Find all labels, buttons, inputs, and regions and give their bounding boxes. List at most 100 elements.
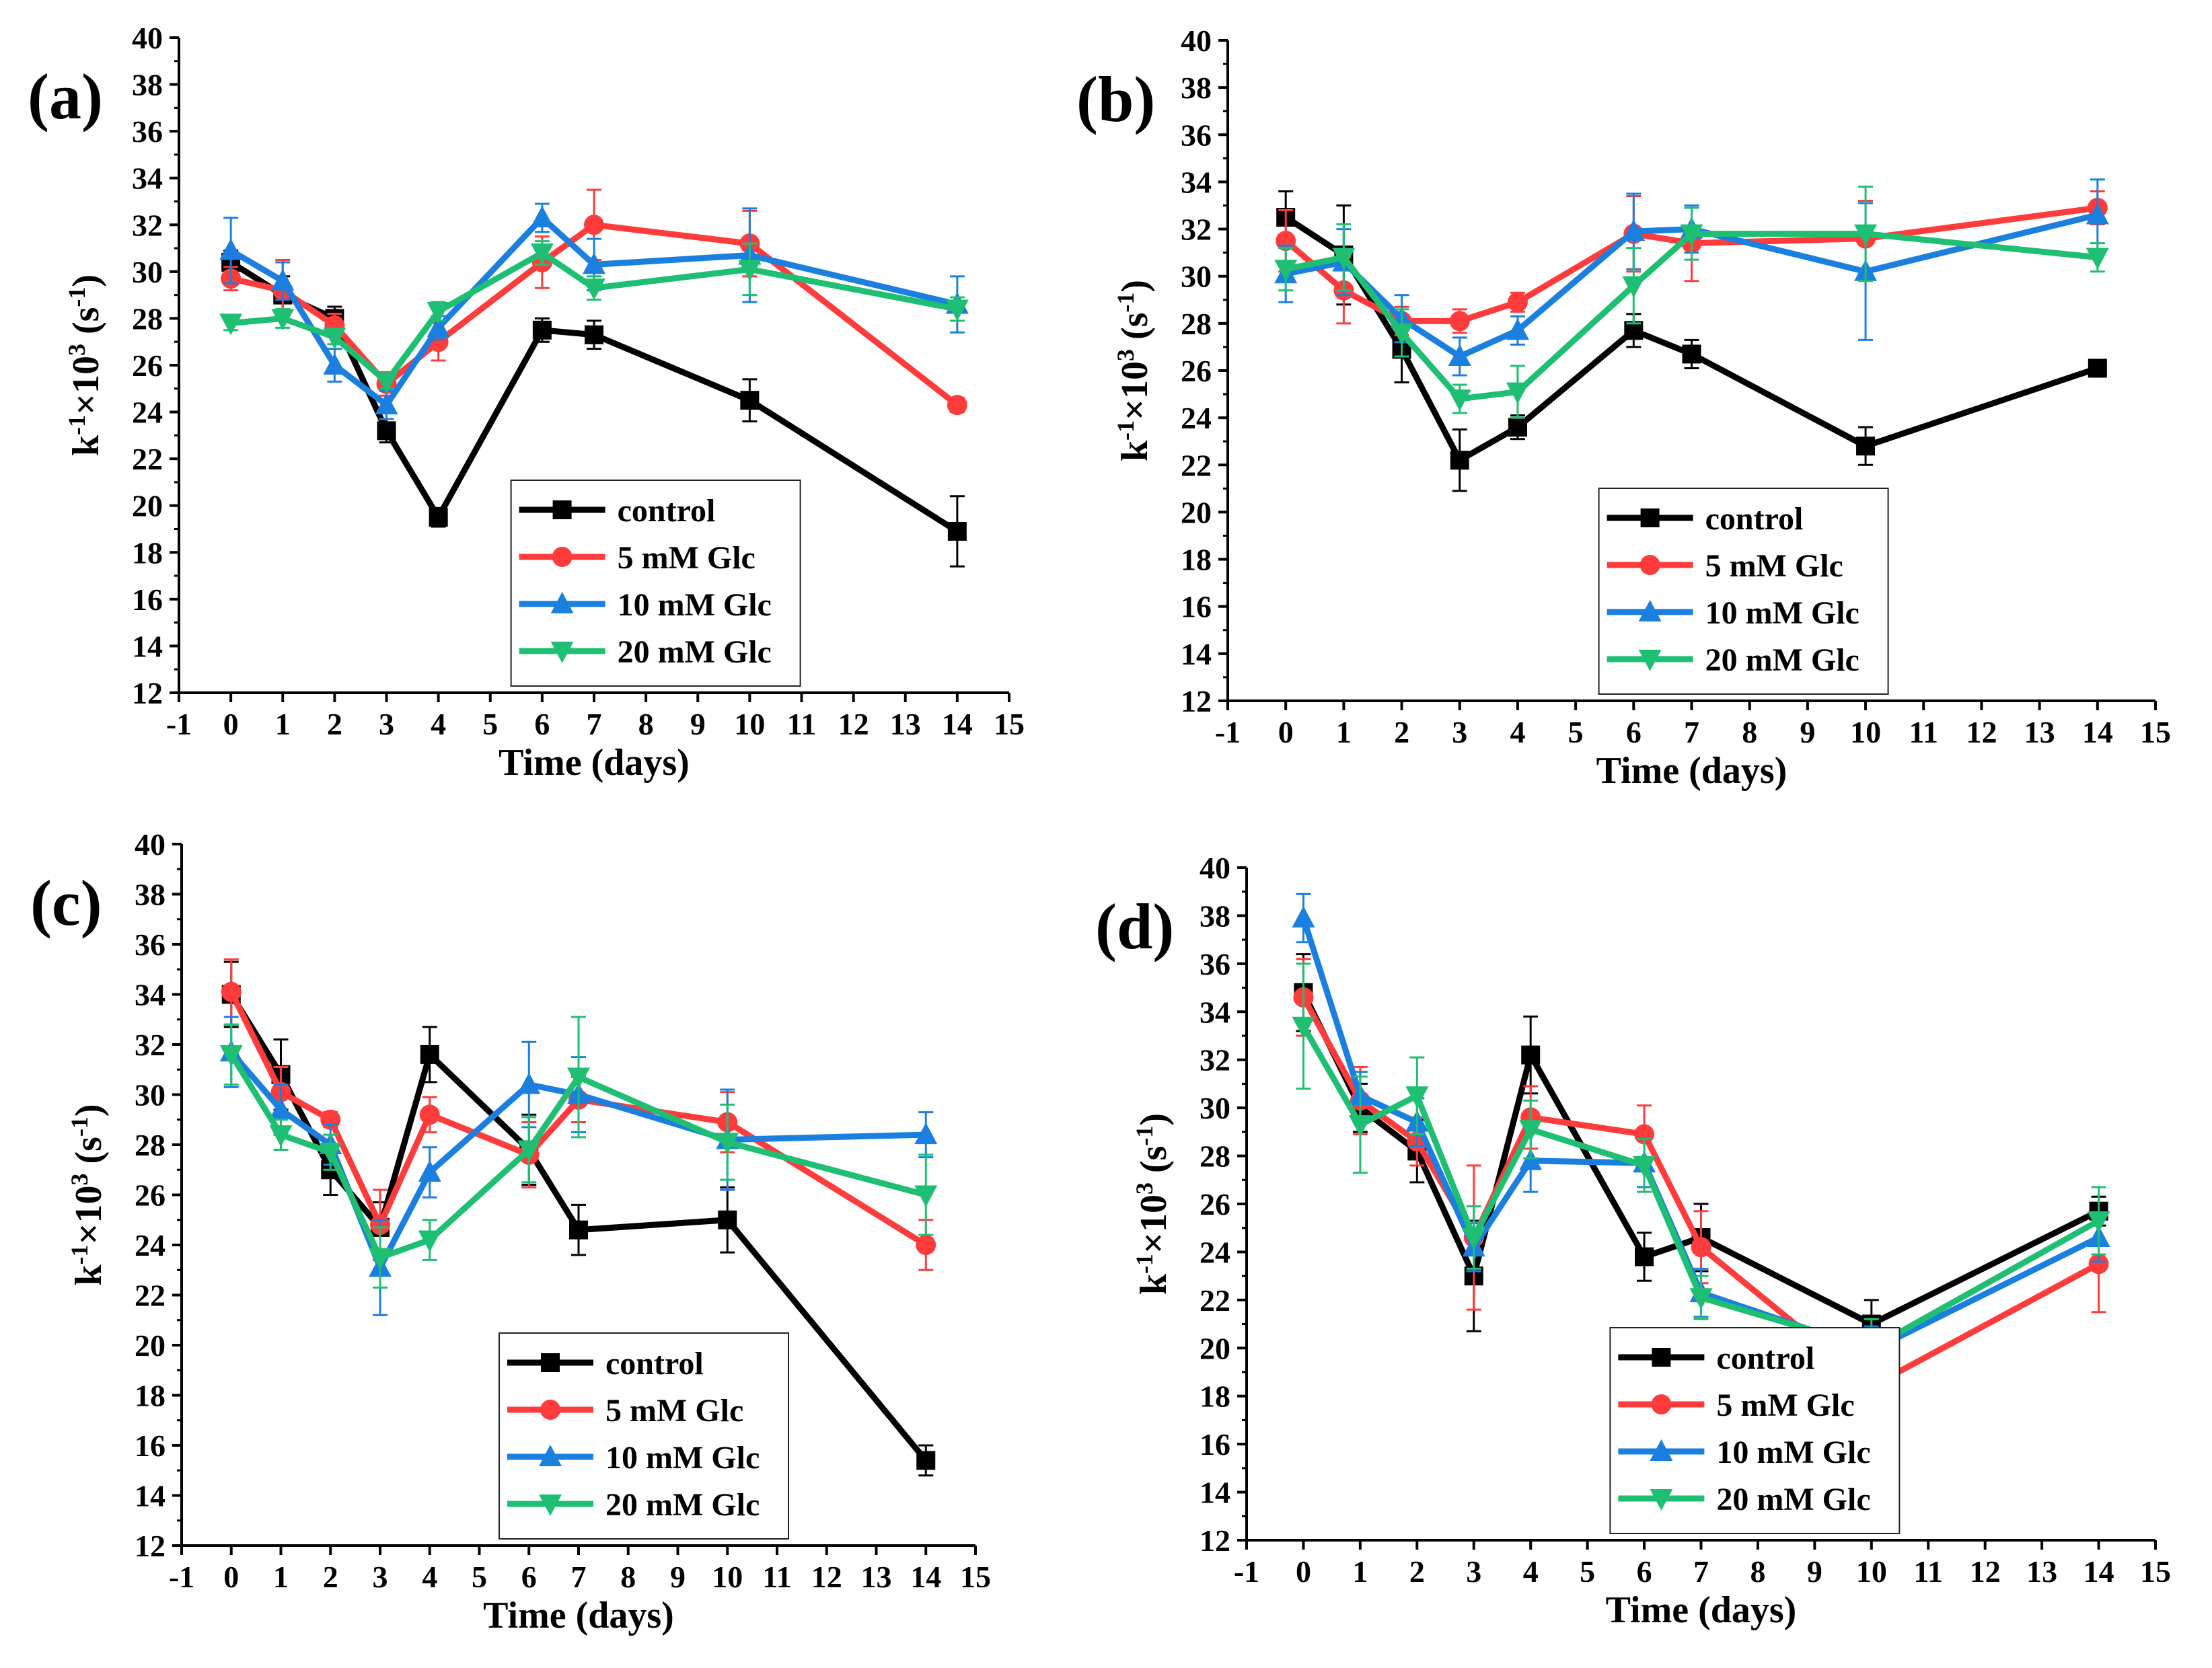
y-tick-label: 18 [1181,543,1212,577]
data-point [517,1072,541,1094]
legend-swatch-marker [550,642,574,663]
y-tick-label: 20 [132,489,163,523]
data-point [323,328,346,350]
y-tick-label: 16 [135,1429,165,1463]
legend-swatch-marker [552,547,573,567]
data-point [2086,202,2109,225]
data-point [323,353,346,375]
y-tick-label: 12 [132,676,163,710]
y-tick-label: 40 [1181,24,1212,58]
y-tick-label: 36 [1200,947,1230,981]
data-point [1682,344,1701,364]
data-point [947,395,967,416]
x-tick-label: 8 [620,1560,636,1594]
y-axis-label-part: (s [65,307,107,344]
x-tick-label: 7 [587,707,602,741]
legend-swatch-marker [1640,508,1660,527]
x-tick-label: 1 [273,1560,289,1594]
x-tick-label: 4 [1523,1554,1539,1589]
x-tick-label: 8 [1742,715,1757,749]
y-axis-label-superscript: -1 [66,1116,93,1137]
y-tick-label: 28 [132,301,163,336]
x-tick-label: 3 [1466,1554,1481,1589]
y-axis-label-part: k [1133,1273,1175,1295]
legend-entry: 10 mM Glc [1716,1435,1870,1470]
y-tick-label: 32 [1181,213,1212,247]
y-axis-label-part: k [1114,440,1156,461]
panel-label: (b) [1076,63,1155,135]
legend-swatch-marker [1651,1394,1672,1414]
data-point [947,521,967,541]
data-point [1348,1115,1372,1137]
legend-swatch-marker [1639,555,1660,575]
y-tick-label: 12 [1181,684,1212,718]
y-axis-label-superscript: -1 [1112,293,1139,313]
x-tick-label: 6 [534,707,550,741]
x-tick-label: 0 [1278,715,1294,749]
data-point [583,252,605,274]
x-tick-label: 3 [379,707,394,741]
x-tick-label: 11 [762,1560,791,1594]
data-point [1292,1016,1315,1038]
data-point [1332,248,1356,270]
legend-swatch-marker [1652,1348,1671,1367]
data-point [269,1125,293,1147]
data-point [1462,1228,1485,1250]
y-axis-label: k-1×103 (s-1) [66,1104,110,1285]
legend: control 5 mM Glc 10 mM Glc 20 mM Glc [510,480,801,687]
data-point [271,268,295,291]
y-tick-label: 40 [132,21,163,55]
data-point [418,1230,441,1252]
x-tick-label: 6 [1626,715,1642,749]
data-point [1691,1237,1711,1258]
data-point [718,1210,737,1229]
data-point [716,1133,739,1155]
x-tick-label: 15 [2140,715,2171,749]
y-tick-label: 18 [135,1379,165,1413]
y-tick-label: 36 [135,927,165,962]
x-tick-label: 7 [571,1560,587,1594]
y-axis-label-part: ×10 [1133,1195,1175,1254]
data-point [269,1097,293,1119]
y-axis-label: k-1×103 (s-1) [63,274,107,456]
y-axis-label-part: ) [68,1104,110,1116]
y-tick-label: 32 [132,208,163,242]
x-tick-label: 12 [838,707,869,741]
data-point [221,981,242,1002]
data-point [219,238,243,260]
y-axis-label-superscript: 3 [66,1174,93,1186]
legend-swatch-marker [552,500,572,519]
data-point [585,325,603,344]
data-point [319,1143,342,1165]
x-tick-label: 1 [1336,715,1352,749]
y-axis-label-part: ×10 [68,1186,110,1245]
y-tick-label: 26 [1181,354,1212,388]
data-point [738,260,762,282]
y-tick-label: 20 [1200,1331,1230,1365]
x-tick-label: 14 [942,707,973,741]
data-point [530,243,554,266]
y-tick-label: 14 [1200,1476,1230,1510]
x-tick-label: 10 [712,1560,743,1594]
x-tick-label: 3 [373,1560,388,1594]
x-tick-label: 7 [1693,1554,1709,1589]
data-point [1633,1155,1656,1178]
x-tick-label: 14 [2082,715,2113,749]
data-point [916,1235,936,1255]
y-axis-label-superscript: -1 [1112,420,1139,441]
legend-swatch-marker [1638,600,1662,621]
y-axis-label-part: (s [68,1137,110,1173]
x-tick-label: -1 [1215,715,1241,749]
legend-entry: 10 mM Glc [1705,595,1859,631]
x-tick-label: -1 [1234,1554,1259,1589]
data-point [1506,318,1529,340]
x-tick-label: 5 [1568,715,1584,749]
data-point [420,1045,439,1064]
y-axis-label-part: k [68,1264,110,1286]
legend: control 5 mM Glc 10 mM Glc 20 mM Glc [499,1332,789,1540]
x-tick-label: 15 [2140,1554,2171,1589]
x-tick-label: 1 [1352,1554,1368,1589]
x-tick-label: 5 [1580,1554,1595,1589]
